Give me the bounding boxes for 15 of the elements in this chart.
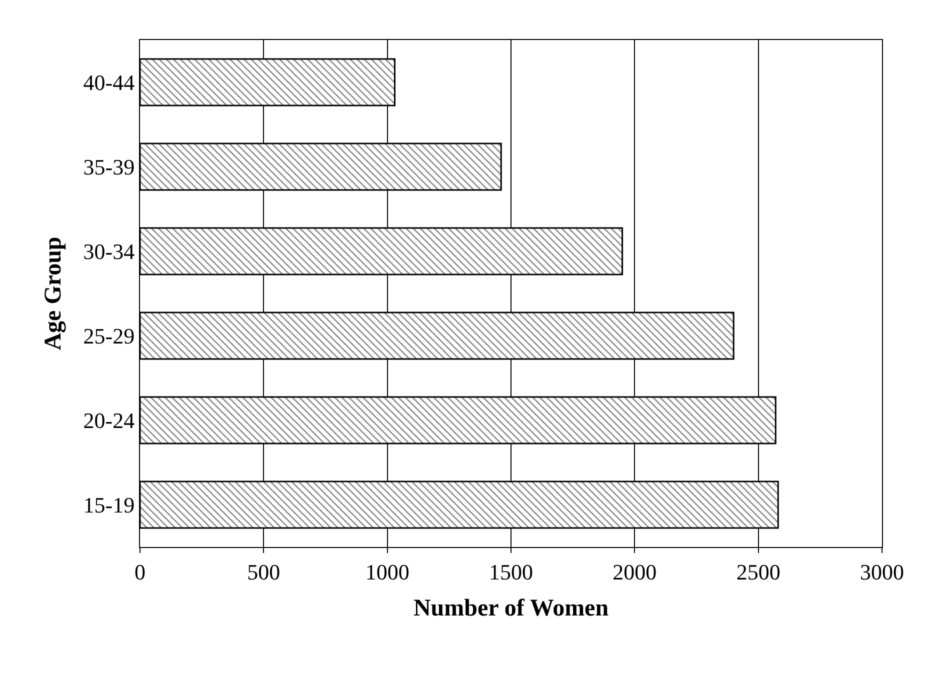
y-tick-label: 20-24 (83, 408, 135, 433)
y-tick-label: 35-39 (83, 154, 135, 180)
y-axis-title: Age Group (40, 236, 66, 350)
x-axis-title: Number of Women (413, 596, 609, 622)
x-tick-label: 2000 (612, 559, 657, 584)
y-tick-label: 15-19 (83, 492, 135, 518)
x-tick-label: 1500 (489, 559, 533, 584)
y-tick-label: 25-29 (83, 323, 135, 348)
x-tick-label: 3000 (860, 559, 904, 584)
y-tick-label: 40-44 (83, 70, 135, 95)
x-tick-label: 500 (247, 559, 280, 584)
x-tick-label: 0 (134, 559, 146, 584)
y-tick-label: 30-34 (83, 238, 135, 264)
x-tick-label: 2500 (736, 559, 780, 584)
x-tick-label: 1000 (365, 559, 410, 584)
